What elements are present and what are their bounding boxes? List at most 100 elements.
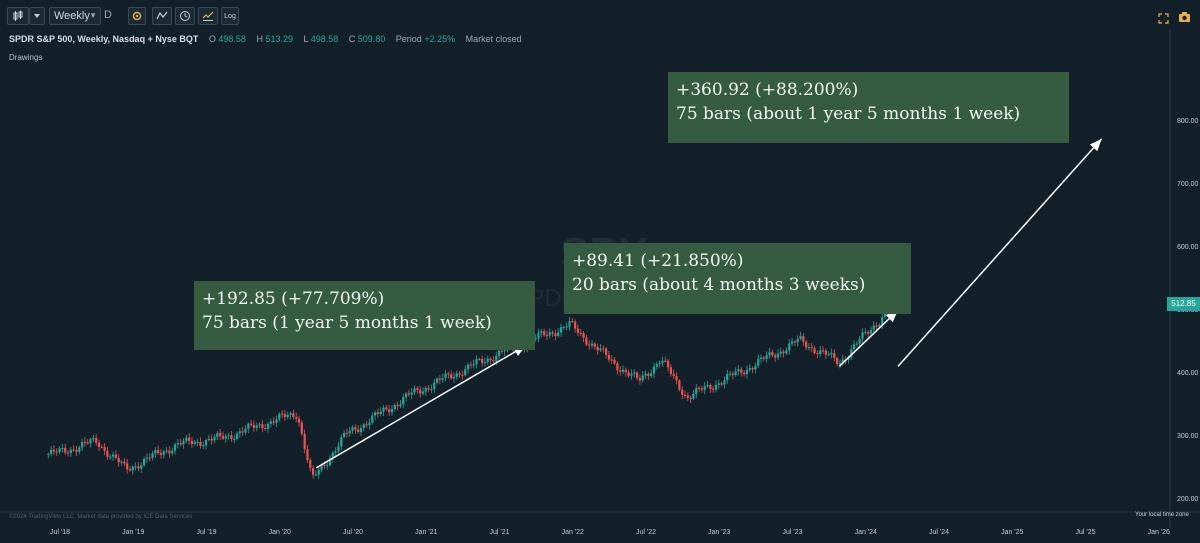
candle-body	[320, 464, 323, 470]
measure-box-1[interactable]: +192.85 (+77.709%) 75 bars (1 year 5 mon…	[194, 281, 535, 350]
measure-box-3[interactable]: +360.92 (+88.200%) 75 bars (about 1 year…	[668, 72, 1069, 143]
candle-body	[627, 372, 630, 376]
candle-body	[664, 360, 667, 362]
candle-body	[219, 433, 222, 436]
candle-body	[238, 431, 241, 434]
candle-body	[819, 350, 822, 355]
legend-period-value: +2.25%	[424, 34, 456, 44]
settings-icon[interactable]	[128, 7, 146, 25]
candle-body	[593, 343, 596, 347]
candle-body	[306, 449, 309, 461]
candle-body	[334, 451, 337, 453]
candle-body	[481, 359, 484, 363]
candle-body	[337, 446, 340, 452]
log-icon[interactable]: Log	[221, 7, 239, 25]
candle-body	[359, 428, 363, 433]
candle-body	[596, 346, 599, 351]
candle-body	[728, 373, 732, 375]
candle-body	[154, 449, 157, 454]
candle-body	[503, 350, 506, 352]
measure-arrows	[315, 138, 1103, 469]
candle-body	[416, 388, 419, 390]
candle-body	[666, 360, 670, 368]
candle-body	[790, 341, 794, 344]
indicators-icon[interactable]	[152, 7, 172, 25]
candle-body	[151, 453, 154, 458]
candle-body	[540, 331, 543, 334]
candle-body	[833, 352, 836, 359]
candle-body	[376, 412, 380, 414]
candle-body	[345, 432, 349, 434]
candle-body	[255, 425, 258, 428]
candle-body	[317, 469, 320, 475]
candle-body	[97, 442, 101, 447]
candle-body	[168, 450, 171, 454]
candle-body	[210, 438, 213, 441]
candle-body	[652, 366, 656, 374]
time-tick-label: Jul '25	[1075, 529, 1095, 536]
candle-body	[264, 428, 267, 430]
candle-body	[80, 441, 84, 448]
candle-body	[534, 338, 537, 340]
interval-select[interactable]: Weekly ▼	[49, 7, 101, 25]
candle-body	[765, 355, 768, 359]
candle-body	[579, 332, 582, 334]
candle-body	[351, 427, 354, 431]
measure-box-2[interactable]: +89.41 (+21.850%) 20 bars (about 4 month…	[564, 243, 911, 314]
candle-body	[731, 373, 734, 376]
candle-body	[858, 338, 861, 344]
candle-body	[824, 350, 827, 355]
price-tick-label: 300.00	[1177, 433, 1199, 440]
candle-body	[559, 327, 563, 333]
camera-icon[interactable]	[1178, 10, 1191, 28]
measure-bars: 75 bars (1 year 5 months 1 week)	[202, 313, 492, 333]
candle-body	[703, 386, 706, 390]
candle-body	[407, 393, 410, 395]
candle-body	[658, 362, 661, 365]
candle-body	[483, 362, 487, 364]
candle-body	[757, 358, 760, 366]
candle-body	[655, 364, 658, 367]
time-tick-label: Jul '22	[636, 529, 656, 536]
candle-body	[300, 422, 303, 434]
clock-icon[interactable]	[175, 7, 195, 25]
price-tick-label: 400.00	[1177, 370, 1199, 377]
candle-body	[810, 347, 813, 349]
candle-body	[190, 440, 194, 445]
chevron-down-icon[interactable]	[29, 7, 45, 25]
candle-body	[720, 383, 723, 385]
candle-body	[805, 341, 808, 348]
candle-body	[182, 440, 185, 445]
candle-body	[328, 458, 332, 466]
interval-suffix: D	[104, 9, 112, 21]
legend-close-label: C	[348, 34, 356, 44]
candle-body	[95, 438, 98, 443]
time-tick-label: Jan '24	[855, 529, 877, 536]
drawings-label[interactable]: Drawings	[9, 53, 43, 62]
candle-body	[855, 343, 858, 345]
candle-body	[204, 440, 208, 446]
candle-body	[638, 377, 642, 381]
candle-body	[241, 431, 244, 433]
candle-body	[726, 374, 729, 381]
candle-body	[562, 326, 565, 328]
fullscreen-icon[interactable]	[1158, 11, 1169, 29]
timezone-label[interactable]: Your local time zone	[1135, 512, 1189, 518]
candle-body	[92, 438, 95, 440]
candle-body	[342, 432, 346, 438]
log-label: Log	[224, 12, 236, 20]
candle-body	[681, 389, 684, 395]
candle-body	[486, 358, 489, 363]
legend-open-label: O	[208, 34, 216, 44]
compare-icon[interactable]	[198, 7, 218, 25]
candle-body	[745, 369, 749, 375]
top-toolbar: Weekly ▼ D Log	[0, 0, 1200, 32]
candles-icon[interactable]	[7, 7, 29, 25]
candle-body	[388, 409, 391, 413]
candle-body	[64, 447, 67, 453]
candle-body	[782, 351, 785, 354]
candle-body	[635, 372, 639, 378]
candle-body	[323, 464, 326, 466]
legend-title: SPDR S&P 500, Weekly, Nasdaq + Nyse BQT	[9, 34, 199, 44]
